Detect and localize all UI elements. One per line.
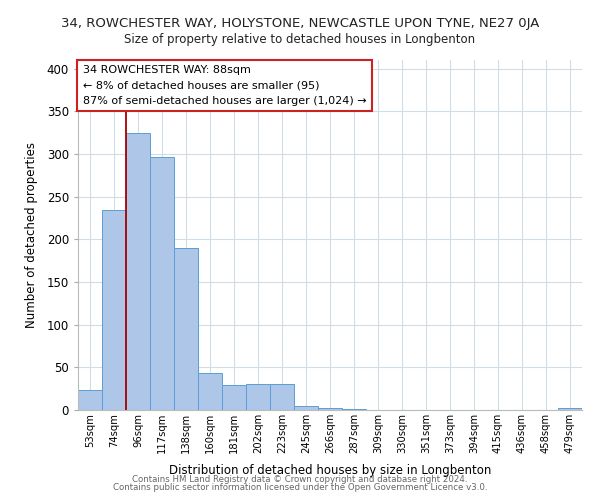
- Bar: [294, 406, 318, 410]
- Text: 34, ROWCHESTER WAY, HOLYSTONE, NEWCASTLE UPON TYNE, NE27 0JA: 34, ROWCHESTER WAY, HOLYSTONE, NEWCASTLE…: [61, 18, 539, 30]
- Bar: [270, 384, 294, 410]
- X-axis label: Distribution of detached houses by size in Longbenton: Distribution of detached houses by size …: [169, 464, 491, 477]
- Bar: [318, 408, 342, 410]
- Bar: [102, 210, 126, 410]
- Bar: [198, 374, 222, 410]
- Text: Size of property relative to detached houses in Longbenton: Size of property relative to detached ho…: [124, 32, 476, 46]
- Text: 34 ROWCHESTER WAY: 88sqm
← 8% of detached houses are smaller (95)
87% of semi-de: 34 ROWCHESTER WAY: 88sqm ← 8% of detache…: [83, 66, 367, 106]
- Bar: [126, 132, 150, 410]
- Y-axis label: Number of detached properties: Number of detached properties: [25, 142, 38, 328]
- Bar: [246, 384, 270, 410]
- Text: Contains HM Land Registry data © Crown copyright and database right 2024.: Contains HM Land Registry data © Crown c…: [132, 475, 468, 484]
- Bar: [174, 248, 198, 410]
- Bar: [558, 408, 582, 410]
- Bar: [222, 385, 246, 410]
- Bar: [150, 158, 174, 410]
- Bar: [78, 390, 102, 410]
- Text: Contains public sector information licensed under the Open Government Licence v3: Contains public sector information licen…: [113, 484, 487, 492]
- Bar: [342, 409, 366, 410]
